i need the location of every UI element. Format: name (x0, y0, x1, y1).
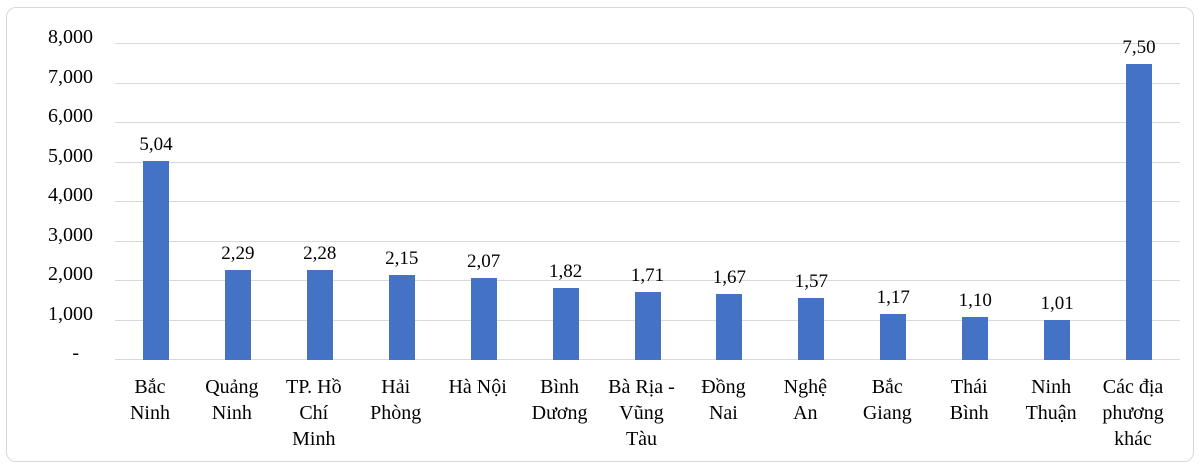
bar-Ninh Thuận (1044, 320, 1071, 360)
y-axis-tick-label: 1,000 (48, 302, 93, 325)
bar-value-label: 2,29 (221, 242, 255, 264)
bar-Quảng Ninh (224, 269, 251, 360)
gridline-y-8000 (115, 43, 1180, 44)
y-axis-tick-label: 4,000 (48, 184, 93, 206)
y-axis-tick-label: - (72, 342, 79, 364)
bar-value-label: 1,17 (876, 286, 910, 308)
bar-value-label: 2,15 (385, 248, 419, 270)
bar-value-label: 2,28 (303, 242, 337, 264)
x-axis-category-label: Hải Phòng (370, 376, 422, 424)
gridline-y-2000 (115, 280, 1180, 281)
bar-Bắc Giang (880, 313, 907, 360)
bar-value-label: 1,57 (794, 271, 828, 292)
x-axis-category-label: Các địa phương khác (1102, 376, 1164, 450)
gridline-y-7000 (115, 82, 1180, 84)
y-axis-tick-label: 7,000 (48, 65, 93, 88)
bar-TP. Hồ Chí Minh (306, 269, 333, 360)
gridline-y-4000 (115, 201, 1180, 202)
chart-frame: 5,04 2,29 2,28 2,15 2,07 1,82 1,71 1,67 1,57 1,17… (6, 7, 1194, 462)
bar-value-label: 1,10 (958, 289, 992, 311)
bar-Hải Phòng (388, 275, 415, 360)
x-axis-category-label: Đồng Nai (701, 376, 746, 424)
bar-Thái Bình (962, 316, 989, 360)
bar-value-label: 5,04 (139, 133, 173, 155)
x-axis-category-label: Bình Dương (531, 376, 588, 424)
y-axis-tick-label: 6,000 (48, 105, 93, 127)
gridline-y-6000 (115, 122, 1180, 123)
y-axis-tick-label: 5,000 (48, 144, 93, 167)
x-axis-category-label: Quảng Ninh (205, 376, 259, 424)
y-axis-tick-label: 3,000 (48, 223, 93, 246)
bar-value-label: 2,07 (467, 251, 501, 273)
x-axis-category-label: Bắc Ninh (129, 376, 170, 424)
y-axis-tick-label: 8,000 (48, 26, 93, 48)
bar-value-label: 1,01 (1040, 293, 1074, 315)
x-axis-category-label: Ninh Thuận (1025, 376, 1077, 424)
plot-area: 5,04 2,29 2,28 2,15 2,07 1,82 1,71 1,67 1,57 1,17… (115, 38, 1180, 360)
bar-Bắc Ninh (142, 160, 169, 360)
bar-value-label: 1,71 (630, 265, 665, 287)
bar-value-label: 1,82 (548, 261, 583, 283)
x-axis-category-label: TP. Hồ Chí Minh (286, 376, 342, 450)
x-axis-category-label: Hà Nội (448, 376, 507, 398)
bar-Bà Rịa - Vũng Tàu (634, 292, 661, 360)
bar-Các địa phương khác (1126, 63, 1153, 360)
gridline-y-3000 (115, 240, 1180, 242)
bar-Đồng Nai (716, 294, 743, 360)
x-axis-category-label: Thái Bình (949, 376, 989, 424)
bar-value-label: 1,67 (712, 267, 747, 289)
bar-Nghệ An (798, 298, 825, 360)
x-axis-category-label: Bắc Giang (862, 376, 912, 424)
gridline-y-5000 (115, 161, 1180, 163)
x-axis-category-label: Bà Rịa - Vũng Tàu (608, 376, 675, 450)
bar-value-label: 7,50 (1122, 36, 1156, 58)
x-axis-category-label: Nghệ An (783, 376, 827, 424)
y-axis-tick-label: 2,000 (48, 263, 93, 285)
bar-Hà Nội (470, 278, 497, 360)
bar-Bình Dương (552, 288, 579, 360)
